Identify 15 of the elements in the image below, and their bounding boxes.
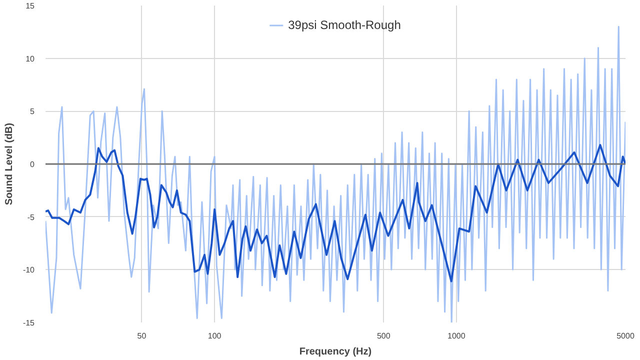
- x-tick-label: 500: [376, 332, 391, 340]
- y-axis-title: Sound Level (dB): [4, 122, 15, 206]
- y-tick-label: -10: [22, 266, 36, 275]
- y-tick-label: 10: [26, 54, 36, 64]
- y-tick-label: 5: [30, 107, 36, 116]
- legend-label: 39psi Smooth-Rough: [288, 18, 401, 32]
- x-axis-title: Frequency (Hz): [299, 346, 372, 358]
- y-tick-label: 15: [26, 2, 36, 10]
- y-tick-label: -5: [27, 212, 36, 222]
- x-tick-label: 100: [208, 332, 222, 340]
- y-tick-label: 0: [30, 160, 36, 169]
- x-tick-label: 1000: [448, 332, 466, 340]
- y-tick-label: -15: [22, 318, 36, 328]
- x-tick-label: 5000: [616, 332, 635, 340]
- x-tick-label: 50: [137, 332, 147, 340]
